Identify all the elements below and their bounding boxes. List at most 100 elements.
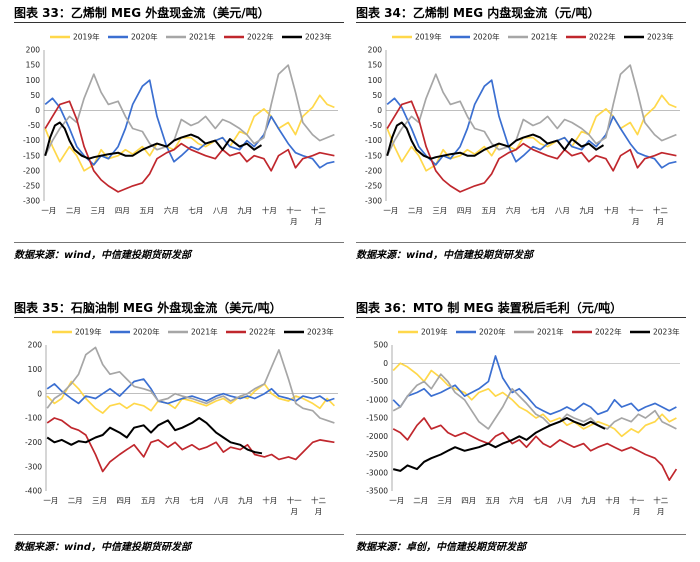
x-tick-label: 四月 [116,496,131,505]
y-tick-label: -200 [23,166,40,175]
chart-source: 数据来源：wind，中信建投期货研发部 [14,542,191,553]
x-tick-label: 五月 [485,496,500,505]
x-tick-label: 十一 [287,495,302,505]
y-tick-label: -1500 [366,414,388,423]
chart-title: 图表 35：石脑油制 MEG 外盘现金流（美元/吨） [14,301,282,315]
series-line-2021年 [392,373,677,430]
x-tick-label: 七月 [530,206,545,215]
series-line-2023年 [392,417,606,472]
x-tick-label: 十月 [605,495,620,505]
title-rule [356,317,686,318]
legend-label: 2019年 [421,327,448,337]
x-tick-label: 二月 [68,496,83,505]
chart-source: 数据来源：wind，中信建投期货研发部 [356,250,533,261]
x-tick-label: 十月 [262,205,277,215]
legend-label: 2023年 [307,327,334,337]
x-tick-label: 六月 [164,205,179,215]
x-tick-label: 五月 [139,206,154,215]
y-tick-label: 200 [28,341,43,350]
series-line-2019年 [46,380,336,414]
x-tick-label: 三月 [432,206,447,215]
chart-source: 数据来源：wind，中信建投期货研发部 [14,250,191,261]
y-tick-label: -2000 [366,432,388,441]
legend-label: 2021年 [189,32,216,42]
series-line-2021年 [386,64,677,157]
legend-label: 2022年 [247,32,274,42]
x-tick-label: 月 [657,507,665,516]
chart-title: 图表 36：MTO 制 MEG 装置税后毛利（元/吨） [356,301,623,315]
title-rule [14,22,344,23]
source-rule [14,534,344,535]
series-line-2023年 [46,417,263,455]
x-tick-label: 九月 [237,206,252,215]
x-tick-label: 七月 [188,206,203,215]
y-tick-label: -3500 [366,487,388,496]
x-tick-label: 六月 [506,205,521,215]
x-tick-label: 十二 [311,205,326,215]
chart-34: 2019年 2020年 2021年 2022年 2023年 200 150 100 50 0 -50… [365,32,680,226]
x-tick-label: 四月 [115,206,130,215]
legend-label: 2021年 [531,32,558,42]
y-tick-label: -500 [371,377,388,386]
legend-label: 2019年 [415,32,442,42]
series-line-2020年 [386,79,677,169]
x-tick-label: 十二 [653,205,668,215]
legend-label: 2022年 [249,327,276,337]
chart-36: 2019年 2020年 2021年 2022年 2023年 500 0 -500 -1000 -1… [366,327,680,516]
x-tick-label: 五月 [481,206,496,215]
y-tick-label: 100 [368,76,383,85]
y-tick-label: -250 [365,182,382,191]
series-line-2022年 [44,100,335,193]
x-tick-label: 十月 [604,205,619,215]
y-tick-label: -100 [23,136,40,145]
x-tick-label: 十二 [311,495,326,505]
y-tick-label: -300 [23,197,40,206]
y-tick-label: -250 [23,182,40,191]
y-tick-label: -300 [365,197,382,206]
x-tick-label: 一月 [389,496,404,505]
series-line-2019年 [392,362,677,438]
legend-label: 2023年 [305,32,332,42]
legend-label: 2020年 [131,32,158,42]
series-line-2020年 [46,378,335,405]
x-tick-label: 月 [315,507,323,516]
legend-label: 2020年 [479,327,506,337]
y-tick-label: 0 [35,106,40,115]
x-tick-label: 十一 [629,495,644,505]
y-tick-label: -100 [365,136,382,145]
x-tick-label: 七月 [189,496,204,505]
y-tick-label: 50 [372,91,382,100]
series-line-2022年 [392,417,678,481]
x-tick-label: 十月 [262,495,277,505]
legend-label: 2021年 [537,327,564,337]
x-tick-label: 六月 [509,495,524,505]
x-tick-label: 月 [290,507,298,516]
x-tick-label: 七月 [533,496,548,505]
x-tick-label: 月 [632,217,640,226]
x-tick-label: 五月 [141,496,156,505]
y-tick-label: 50 [30,91,40,100]
legend-label: 2023年 [647,32,674,42]
x-tick-label: 月 [633,507,641,516]
legend-label: 2019年 [75,327,102,337]
y-tick-label: -1000 [366,395,388,404]
y-tick-label: 200 [368,46,383,55]
series-line-2021年 [44,64,335,157]
y-tick-label: 150 [26,61,41,70]
y-tick-label: -150 [365,151,382,160]
legend-label: 2020年 [473,32,500,42]
x-tick-label: 二月 [66,206,81,215]
x-tick-label: 四月 [457,206,472,215]
x-tick-label: 四月 [461,496,476,505]
title-rule [14,317,344,318]
series-line-2020年 [392,355,677,416]
y-tick-label: -300 [25,462,42,471]
y-tick-label: 0 [383,359,388,368]
x-tick-label: 八月 [555,206,570,215]
x-tick-label: 月 [315,217,323,226]
source-rule [356,242,686,243]
title-rule [356,22,686,23]
series-line-2023年 [44,121,263,160]
y-tick-label: 0 [37,389,42,398]
y-tick-label: 500 [374,341,389,350]
